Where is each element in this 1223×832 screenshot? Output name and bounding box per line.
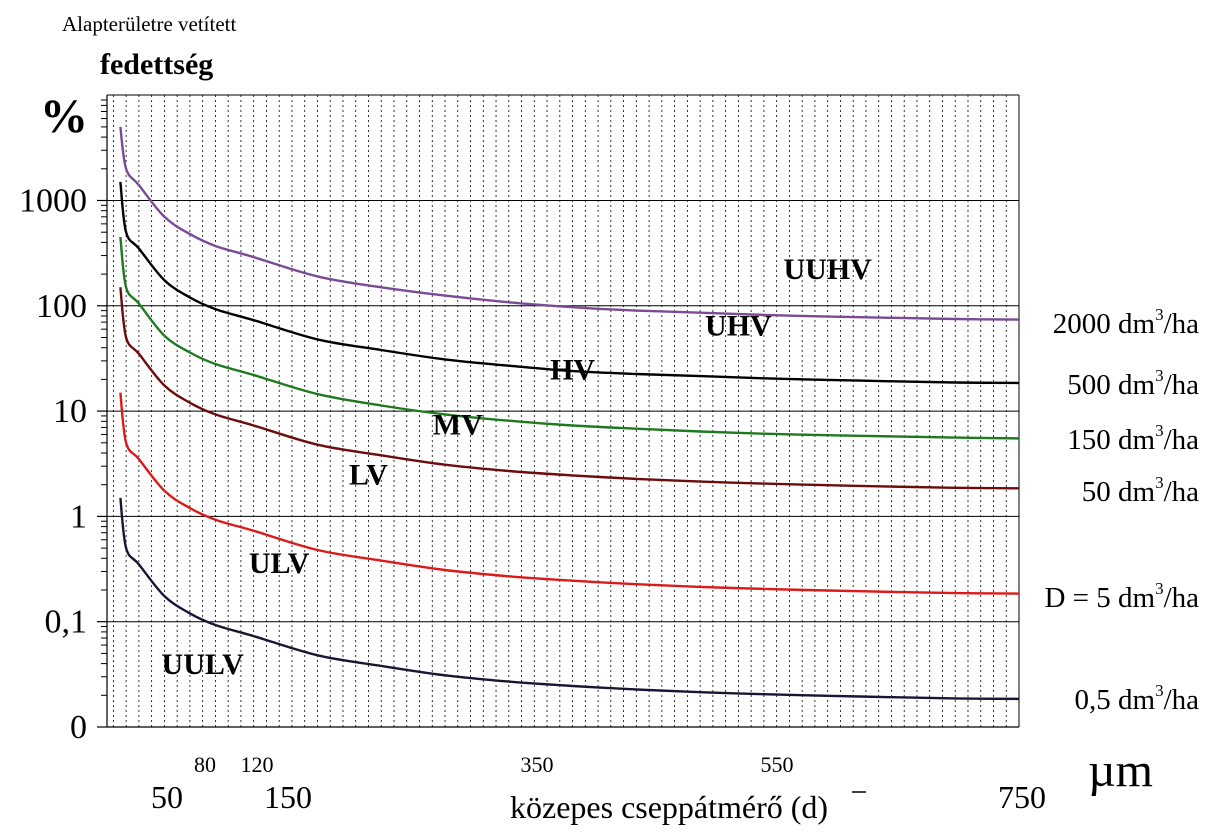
series-lines bbox=[119, 126, 1020, 701]
x-tick-label-small: 350 bbox=[521, 752, 554, 777]
y-tick-label: 1 bbox=[70, 498, 87, 535]
y-axis-label: % bbox=[40, 90, 88, 143]
series-line bbox=[119, 287, 1020, 490]
series-label: 2000 dm3/ha bbox=[1053, 305, 1199, 340]
zone-label: HV bbox=[550, 353, 595, 386]
x-tick-label-large: 50 bbox=[151, 779, 183, 815]
zone-label: ULV bbox=[249, 547, 310, 580]
series-label: 50 dm3/ha bbox=[1082, 473, 1199, 508]
x-axis-unit: µm bbox=[1088, 744, 1153, 797]
zone-label: UUHV bbox=[783, 253, 872, 286]
series-label: D = 5 dm3/ha bbox=[1044, 579, 1199, 614]
labels: 0 0,1 1 10 100 1000 80 120 350 550 50 150 750 2000 dm… bbox=[19, 183, 1199, 816]
y-tick-label: 100 bbox=[36, 288, 87, 325]
zone-label: UHV bbox=[705, 310, 772, 343]
chart-title-bold: fedettség bbox=[100, 48, 213, 81]
y-tick-label: 10 bbox=[53, 393, 87, 430]
series-line bbox=[119, 181, 1020, 385]
x-tick-label-small: 80 bbox=[194, 752, 216, 777]
series-line bbox=[119, 126, 1020, 321]
y-tick-label: 1000 bbox=[19, 183, 87, 220]
x-tick-label-small: 120 bbox=[241, 752, 274, 777]
axes bbox=[97, 94, 1020, 728]
x-tick-label-large: 750 bbox=[998, 779, 1046, 815]
x-tick-label-large: 150 bbox=[264, 779, 312, 815]
series-line bbox=[119, 497, 1020, 701]
series-line bbox=[119, 392, 1020, 595]
series-label: 150 dm3/ha bbox=[1067, 421, 1199, 456]
zone-label: LV bbox=[349, 459, 388, 492]
series-label: 0,5 dm3/ha bbox=[1075, 681, 1200, 716]
chart-title-small: Alapterületre vetített bbox=[62, 12, 237, 36]
zone-label: UULV bbox=[162, 648, 245, 681]
x-axis-label: közepes cseppátmérő (d) bbox=[510, 789, 828, 825]
y-tick-label: 0 bbox=[70, 709, 87, 746]
y-tick-label: 0,1 bbox=[45, 604, 88, 641]
series-line bbox=[119, 236, 1020, 440]
series-label: 500 dm3/ha bbox=[1067, 366, 1199, 401]
zone-label: MV bbox=[433, 408, 483, 441]
x-tick-label-small: 550 bbox=[761, 752, 794, 777]
